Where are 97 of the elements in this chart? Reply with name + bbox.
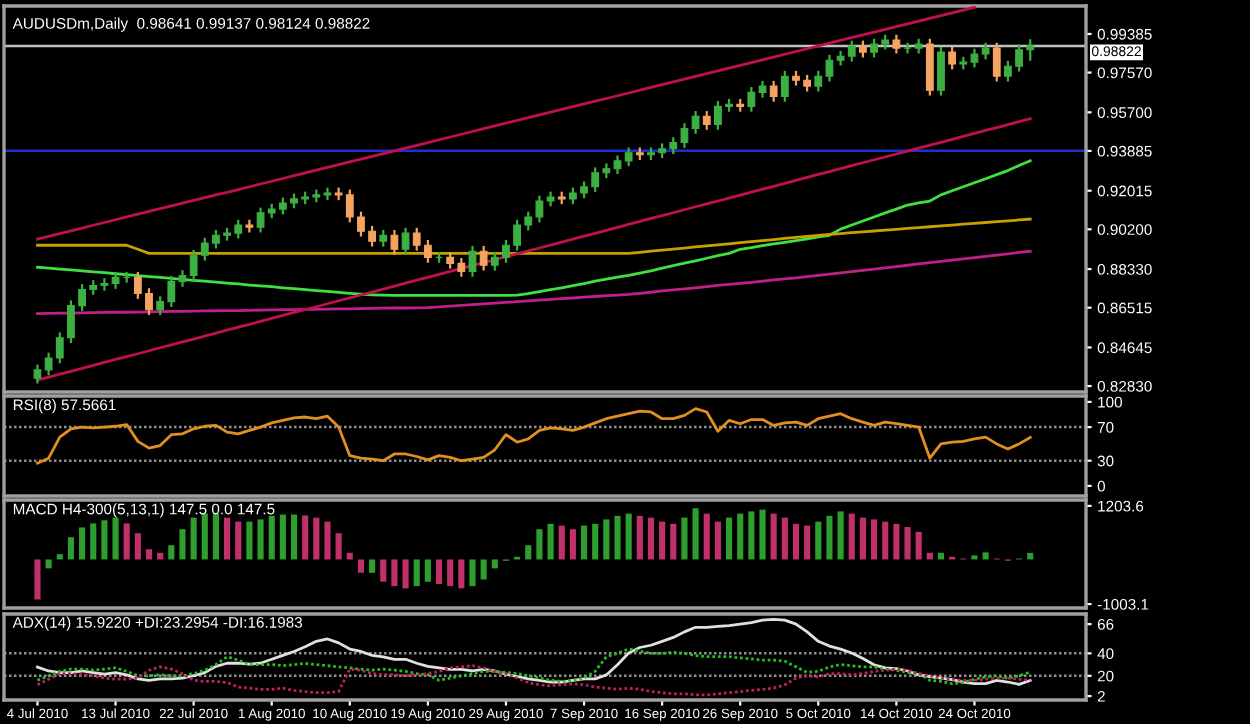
bar	[625, 513, 632, 560]
bar	[101, 520, 108, 560]
candlestick	[401, 226, 410, 256]
bar	[279, 514, 286, 560]
bar	[781, 517, 788, 560]
candlestick	[479, 244, 488, 272]
candlestick	[937, 45, 945, 97]
bar	[424, 559, 431, 582]
bar	[369, 559, 376, 573]
bar	[792, 523, 800, 560]
bar	[290, 514, 298, 560]
bar	[469, 559, 476, 587]
bar	[190, 517, 197, 560]
bar	[614, 515, 621, 560]
bar	[302, 515, 309, 560]
bar	[324, 521, 331, 560]
bar	[45, 559, 52, 569]
bar	[458, 559, 465, 589]
bar	[603, 519, 610, 560]
bar	[837, 511, 844, 560]
bar	[168, 545, 175, 560]
bar	[212, 513, 220, 560]
candlestick	[390, 228, 399, 256]
bar	[815, 521, 822, 560]
bar	[402, 559, 409, 589]
bar	[659, 521, 666, 560]
candlestick	[903, 41, 912, 55]
bar	[480, 559, 487, 580]
bar	[592, 523, 599, 560]
bar	[56, 554, 63, 560]
bar	[681, 517, 688, 560]
line-series	[36, 664, 1032, 697]
bar	[569, 529, 576, 560]
bar	[357, 559, 365, 573]
candlestick	[702, 109, 711, 131]
bar	[692, 508, 699, 560]
candlestick	[33, 363, 42, 385]
bar	[224, 517, 231, 560]
bar	[335, 533, 342, 560]
bar	[859, 517, 866, 560]
bar	[547, 523, 554, 560]
bar	[145, 549, 153, 560]
candlestick	[747, 85, 756, 113]
bar	[380, 559, 387, 582]
bar	[201, 513, 208, 560]
bar	[179, 529, 186, 560]
bar	[435, 559, 443, 584]
bar	[235, 521, 242, 560]
bar	[134, 533, 141, 560]
bar	[882, 521, 889, 560]
bar	[737, 513, 744, 560]
bar	[580, 525, 588, 560]
bar	[447, 559, 454, 587]
bar	[413, 559, 420, 587]
bar	[90, 523, 97, 560]
bar	[748, 511, 755, 560]
bar	[67, 537, 74, 560]
bar	[915, 531, 922, 560]
line-series	[36, 647, 1032, 686]
candlestick	[892, 33, 901, 55]
bar	[636, 515, 643, 560]
candlestick	[769, 79, 778, 103]
candlestick	[691, 109, 700, 135]
bar	[112, 517, 119, 560]
bar	[804, 525, 811, 560]
bar	[714, 521, 721, 560]
bar	[826, 515, 833, 560]
bar	[246, 521, 253, 560]
bar	[391, 559, 398, 587]
bar	[491, 559, 498, 569]
bar	[536, 529, 543, 560]
bar	[257, 519, 264, 560]
bar	[525, 545, 532, 560]
candlestick	[468, 244, 477, 278]
bar	[670, 523, 677, 560]
bar	[870, 519, 878, 560]
bar	[770, 513, 777, 560]
bar	[982, 552, 989, 560]
line-series	[36, 117, 1032, 382]
candlestick	[780, 69, 789, 103]
candlestick	[925, 37, 934, 97]
bar	[313, 517, 320, 560]
bar	[558, 525, 565, 560]
bar	[893, 523, 900, 560]
candlestick	[948, 45, 957, 71]
bar	[123, 523, 130, 560]
bar	[848, 513, 855, 560]
bar	[725, 517, 733, 560]
bar	[703, 513, 710, 560]
bar	[1027, 552, 1034, 560]
bar	[759, 509, 766, 560]
bar	[904, 526, 911, 560]
bar	[268, 515, 275, 560]
bar	[79, 527, 86, 560]
bar	[647, 517, 655, 560]
candlestick	[992, 41, 1001, 83]
bar	[34, 559, 41, 600]
